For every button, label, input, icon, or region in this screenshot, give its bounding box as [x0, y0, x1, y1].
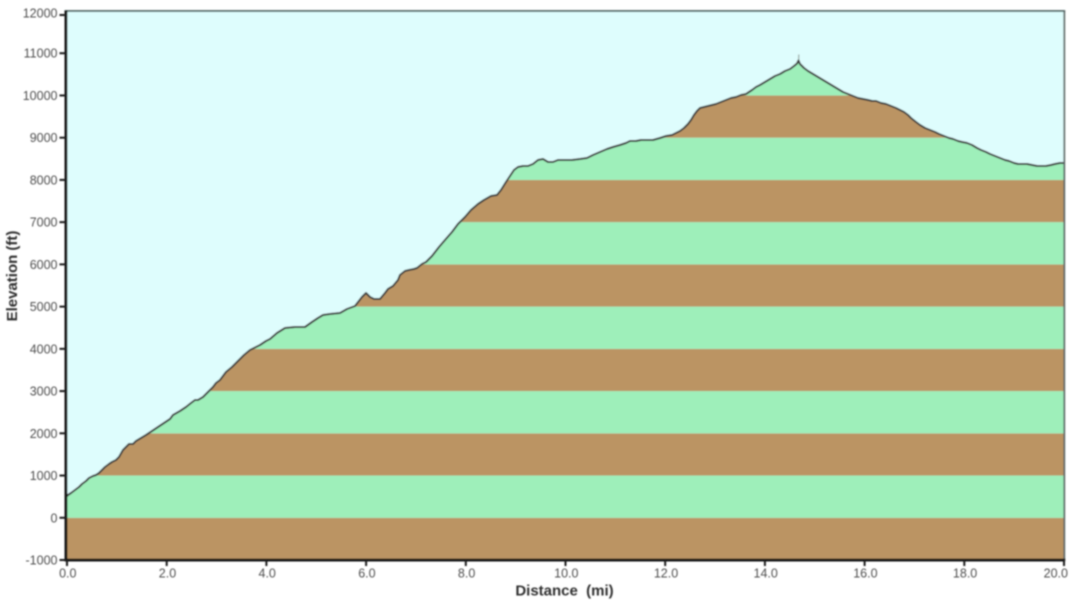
svg-text:6.0: 6.0 [358, 567, 375, 581]
svg-text:4000: 4000 [30, 342, 58, 356]
svg-text:Elevation (ft): Elevation (ft) [4, 231, 21, 322]
svg-text:7000: 7000 [30, 216, 58, 230]
svg-text:Distance (mi): Distance (mi) [515, 583, 613, 600]
svg-text:12.0: 12.0 [654, 567, 678, 581]
svg-text:10.0: 10.0 [554, 567, 578, 581]
svg-text:0.0: 0.0 [59, 567, 76, 581]
svg-text:4.0: 4.0 [259, 567, 276, 581]
svg-text:20.0: 20.0 [1044, 567, 1068, 581]
svg-text:0: 0 [51, 511, 58, 525]
svg-text:2.0: 2.0 [159, 567, 176, 581]
svg-text:6000: 6000 [30, 258, 58, 272]
svg-text:11000: 11000 [24, 47, 58, 61]
svg-text:2000: 2000 [30, 427, 58, 441]
svg-text:1000: 1000 [30, 469, 58, 483]
svg-text:8.0: 8.0 [458, 567, 475, 581]
svg-text:18.0: 18.0 [953, 567, 977, 581]
svg-text:10000: 10000 [23, 89, 58, 103]
svg-text:12000: 12000 [23, 7, 58, 21]
svg-text:16.0: 16.0 [853, 567, 877, 581]
svg-text:-1000: -1000 [26, 554, 58, 568]
svg-text:14.0: 14.0 [754, 567, 778, 581]
svg-text:3000: 3000 [30, 385, 58, 399]
svg-text:9000: 9000 [30, 131, 58, 145]
svg-text:8000: 8000 [30, 173, 58, 187]
svg-text:5000: 5000 [30, 300, 58, 314]
